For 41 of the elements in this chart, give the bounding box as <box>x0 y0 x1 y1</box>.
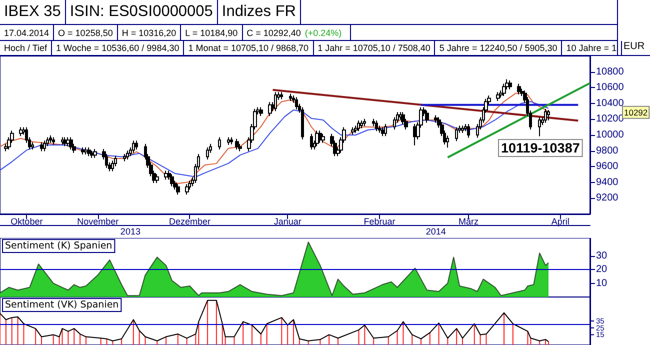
x2-tick-label: 2013 <box>120 226 140 236</box>
x-tick-label: April <box>551 216 570 226</box>
text: 1 Woche = 10536,60 / 9984,30 <box>52 41 184 55</box>
text: 1 Jahr = 10705,10 / 7508,40 <box>314 41 436 55</box>
y-tick-label: 9600 <box>596 161 619 172</box>
text: H = 10316,20 <box>118 25 182 40</box>
y-tick-label: 10200 <box>596 114 624 125</box>
text: 10292 <box>624 107 648 118</box>
x-tick-label: Januar <box>274 216 302 226</box>
text: 10 Jahre = 1 <box>562 41 622 55</box>
y-tick-label: 10800 <box>596 66 624 78</box>
x-tick-label: Dezember <box>168 216 211 226</box>
text: L = 10184,90 <box>181 25 243 40</box>
text: 1 Monat = 10705,10 / 9868,70 <box>184 41 314 55</box>
annotation: 10119-10387 <box>501 140 580 156</box>
y-tick-label: 9800 <box>596 145 619 156</box>
x-tick-label: Oktober <box>10 216 43 226</box>
text: Hoch / Tief <box>0 41 52 55</box>
x-tick-label: November <box>77 216 119 226</box>
chart-title: Sentiment (VK) Spanien <box>5 300 119 310</box>
text: 17.04.2014 <box>0 25 54 40</box>
y-tick-label: 9400 <box>596 176 619 188</box>
x-tick-label: Februar <box>364 216 396 226</box>
x-tick-label: März <box>458 216 479 226</box>
chart-title: IBEX 35 <box>0 0 66 24</box>
y-tick-label: 9200 <box>596 192 619 204</box>
y-tick-label: 10600 <box>596 82 624 94</box>
text: (+0.24%) <box>304 28 343 38</box>
x2-tick-label: 2014 <box>426 226 446 236</box>
text: Indizes FR <box>218 0 302 24</box>
text: EUR <box>617 0 650 56</box>
y-tick-label: 20 <box>596 264 608 276</box>
chart-title: Sentiment (K) Spanien <box>5 240 112 252</box>
text: O = 10258,50 <box>54 25 118 40</box>
text: 5 Jahre = 12240,50 / 5905,30 <box>435 41 562 55</box>
y-tick-label: 30 <box>596 250 608 262</box>
text: ISIN: ES0SI0000005 <box>66 0 218 24</box>
y-tick-label: 10400 <box>596 98 624 109</box>
y-tick-label: 10 <box>596 278 608 289</box>
y-tick-label: 10000 <box>596 130 624 140</box>
text: C = 10292,40 <box>246 28 301 38</box>
